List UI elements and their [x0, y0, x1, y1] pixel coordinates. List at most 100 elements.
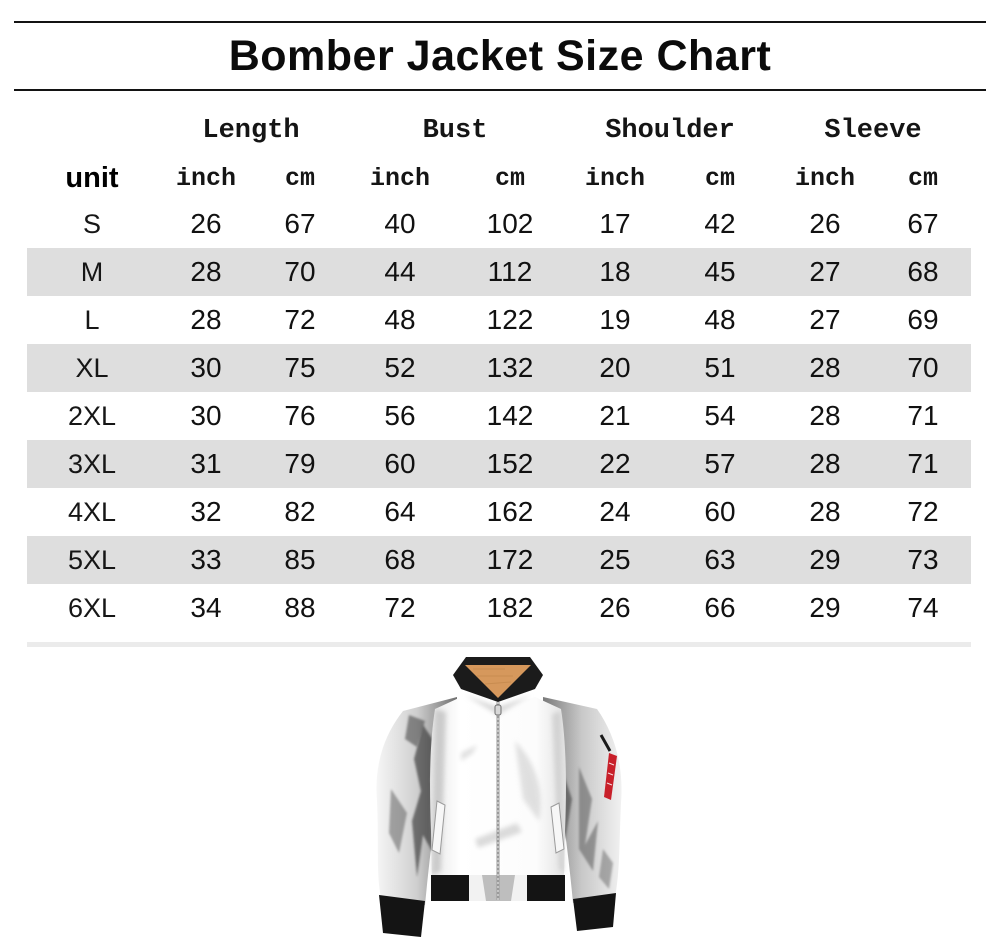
measurement-value: 71 — [907, 400, 939, 431]
measurement-value: 71 — [907, 448, 939, 479]
measurement-value: 172 — [486, 544, 534, 575]
measurement-value: 28 — [809, 352, 841, 383]
measurement-value: 52 — [384, 352, 416, 383]
size-label: 5XL — [67, 544, 117, 575]
measurement-value: 17 — [599, 208, 631, 239]
spacer-cell — [27, 106, 157, 156]
measurement-value: 45 — [704, 256, 736, 287]
measurement-value: 82 — [284, 496, 316, 527]
table-row: L 28 72 48 122 19 48 27 69 — [27, 296, 971, 344]
unit-header: inch — [369, 163, 430, 193]
collar-lining — [465, 665, 531, 698]
measurement-value: 76 — [284, 400, 316, 431]
measurement-value: 22 — [599, 448, 631, 479]
group-header-shoulder: Shoulder — [605, 116, 735, 146]
measurement-value: 67 — [284, 208, 316, 239]
measurement-value: 72 — [284, 304, 316, 335]
measurement-value: 30 — [190, 400, 222, 431]
size-rows: S 26 67 40 102 17 42 26 67 M 28 70 44 112 18 45 27 68 L 28 7… — [27, 200, 971, 632]
unit-header-row: unit inch cm inch cm inch cm inch cm — [27, 156, 971, 200]
group-header-bust: Bust — [422, 116, 488, 146]
measurement-value: 26 — [809, 208, 841, 239]
measurement-value: 79 — [284, 448, 316, 479]
measurement-value: 33 — [190, 544, 222, 575]
measurement-value: 69 — [907, 304, 939, 335]
measurement-value: 122 — [486, 304, 534, 335]
unit-header: cm — [494, 163, 525, 193]
measurement-value: 28 — [809, 400, 841, 431]
left-pocket — [431, 800, 446, 855]
unit-label: unit — [65, 161, 119, 194]
measurement-value: 132 — [486, 352, 534, 383]
measurement-value: 27 — [809, 304, 841, 335]
measurement-value: 25 — [599, 544, 631, 575]
measurement-value: 30 — [190, 352, 222, 383]
measurement-value: 102 — [486, 208, 534, 239]
size-label: XL — [75, 352, 109, 383]
measurement-value: 28 — [190, 304, 222, 335]
bomber-jacket-product-image — [0, 649, 1000, 945]
measurement-value: 31 — [190, 448, 222, 479]
size-label: 6XL — [67, 592, 117, 623]
unit-header: cm — [284, 163, 315, 193]
size-chart-table: Length Bust Shoulder Sleeve unit inch cm… — [27, 106, 971, 632]
measurement-value: 60 — [384, 448, 416, 479]
unit-header: inch — [584, 163, 645, 193]
measurement-value: 21 — [599, 400, 631, 431]
table-row: 4XL 32 82 64 162 24 60 28 72 — [27, 488, 971, 536]
size-label: 3XL — [67, 448, 117, 479]
measurement-value: 44 — [384, 256, 416, 287]
measurement-value: 142 — [486, 400, 534, 431]
measurement-value: 70 — [907, 352, 939, 383]
right-cuff — [573, 893, 616, 931]
group-header-length: Length — [202, 116, 300, 146]
measurement-value: 26 — [190, 208, 222, 239]
left-cuff — [379, 895, 425, 937]
group-header-sleeve: Sleeve — [824, 116, 922, 146]
table-row: M 28 70 44 112 18 45 27 68 — [27, 248, 971, 296]
measurement-value: 48 — [704, 304, 736, 335]
measurement-value: 88 — [284, 592, 316, 623]
size-label: L — [84, 304, 100, 335]
measurement-value: 32 — [190, 496, 222, 527]
table-row: 2XL 30 76 56 142 21 54 28 71 — [27, 392, 971, 440]
size-label: 4XL — [67, 496, 117, 527]
measurement-value: 28 — [809, 496, 841, 527]
right-pocket — [550, 802, 565, 854]
measurement-value: 68 — [907, 256, 939, 287]
measurement-value: 18 — [599, 256, 631, 287]
zipper-pull — [494, 704, 502, 716]
table-row: 6XL 34 88 72 182 26 66 29 74 — [27, 584, 971, 632]
measurement-value: 70 — [284, 256, 316, 287]
measurement-value: 152 — [486, 448, 534, 479]
measurement-value: 74 — [907, 592, 939, 623]
unit-header: inch — [794, 163, 855, 193]
unit-header: inch — [175, 163, 236, 193]
measurement-value: 48 — [384, 304, 416, 335]
measurement-value: 34 — [190, 592, 222, 623]
measurement-value: 20 — [599, 352, 631, 383]
measurement-value: 60 — [704, 496, 736, 527]
unit-header: cm — [704, 163, 735, 193]
table-row: S 26 67 40 102 17 42 26 67 — [27, 200, 971, 248]
measurement-value: 63 — [704, 544, 736, 575]
table-row: 5XL 33 85 68 172 25 63 29 73 — [27, 536, 971, 584]
measurement-value: 24 — [599, 496, 631, 527]
top-rule — [14, 21, 986, 23]
measurement-value: 42 — [704, 208, 736, 239]
measurement-value: 28 — [809, 448, 841, 479]
measurement-value: 64 — [384, 496, 416, 527]
page-title: Bomber Jacket Size Chart — [228, 32, 772, 80]
measurement-value: 57 — [704, 448, 736, 479]
measurement-value: 29 — [809, 592, 841, 623]
measurement-value: 29 — [809, 544, 841, 575]
measurement-value: 26 — [599, 592, 631, 623]
measurement-value: 27 — [809, 256, 841, 287]
measurement-value: 72 — [384, 592, 416, 623]
measurement-value: 28 — [190, 256, 222, 287]
measurement-value: 68 — [384, 544, 416, 575]
title-block: Bomber Jacket Size Chart — [0, 0, 1000, 91]
measurement-value: 73 — [907, 544, 939, 575]
size-label: M — [80, 256, 104, 287]
